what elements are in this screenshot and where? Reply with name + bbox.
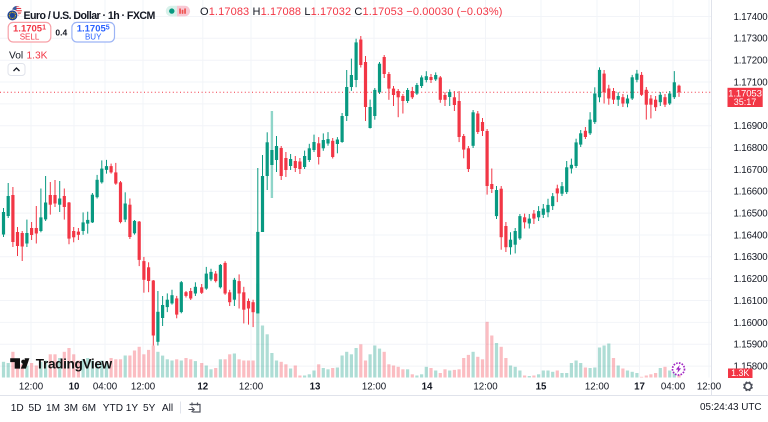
svg-text:12:00: 12:00 — [19, 382, 44, 393]
svg-text:12:00: 12:00 — [239, 382, 264, 393]
svg-text:1.17200: 1.17200 — [734, 56, 768, 67]
svg-text:13: 13 — [310, 382, 321, 393]
svg-text:12:00: 12:00 — [473, 382, 498, 393]
svg-text:1.17053: 1.17053 — [728, 88, 762, 99]
svg-text:1.15800: 1.15800 — [734, 362, 768, 373]
svg-text:1.3K: 1.3K — [731, 368, 749, 378]
svg-text:05:24:43 UTC: 05:24:43 UTC — [700, 402, 761, 413]
svg-text:1M: 1M — [46, 403, 60, 414]
svg-text:5Y: 5Y — [143, 403, 156, 414]
svg-text:04:00: 04:00 — [661, 382, 686, 393]
svg-text:O1.17083 H1.17088 L1.17032 C1.: O1.17083 H1.17088 L1.17032 C1.17053 −0.0… — [200, 6, 503, 18]
svg-text:1.17100: 1.17100 — [734, 77, 768, 88]
svg-text:1.3K: 1.3K — [27, 51, 48, 62]
svg-text:12:00: 12:00 — [362, 382, 387, 393]
svg-text:TradingView: TradingView — [36, 357, 113, 372]
svg-text:1.16900: 1.16900 — [734, 121, 768, 132]
svg-text:12: 12 — [197, 382, 208, 393]
svg-text:1.16700: 1.16700 — [734, 165, 768, 176]
svg-text:1.16200: 1.16200 — [734, 274, 768, 285]
svg-text:Euro / U.S. Dollar · 1h · FXCM: Euro / U.S. Dollar · 1h · FXCM — [24, 10, 156, 22]
svg-text:6M: 6M — [82, 403, 96, 414]
svg-text:1.17400: 1.17400 — [734, 12, 768, 23]
svg-text:0.4: 0.4 — [55, 27, 67, 37]
svg-text:35:17: 35:17 — [734, 97, 757, 107]
svg-text:Vol: Vol — [9, 51, 23, 62]
svg-text:1.16600: 1.16600 — [734, 187, 768, 198]
svg-text:1.16400: 1.16400 — [734, 230, 768, 241]
svg-text:1.17055: 1.17055 — [77, 23, 110, 34]
svg-text:04:00: 04:00 — [93, 382, 118, 393]
svg-text:1.16300: 1.16300 — [734, 252, 768, 263]
svg-text:5D: 5D — [29, 403, 42, 414]
svg-text:1.15900: 1.15900 — [734, 340, 768, 351]
svg-text:1.16500: 1.16500 — [734, 209, 768, 220]
svg-text:17: 17 — [634, 382, 645, 393]
svg-text:1Y: 1Y — [126, 403, 139, 414]
svg-text:3M: 3M — [64, 403, 78, 414]
svg-text:All: All — [162, 403, 173, 414]
svg-text:12:00: 12:00 — [585, 382, 610, 393]
svg-text:1.17051: 1.17051 — [13, 23, 46, 34]
svg-text:1.16000: 1.16000 — [734, 318, 768, 329]
svg-text:12:00: 12:00 — [131, 382, 156, 393]
svg-text:15: 15 — [536, 382, 547, 393]
svg-text:14: 14 — [422, 382, 433, 393]
svg-text:10: 10 — [69, 382, 80, 393]
svg-text:1.17300: 1.17300 — [734, 34, 768, 45]
svg-text:1.16800: 1.16800 — [734, 143, 768, 154]
svg-text:BUY: BUY — [85, 33, 102, 42]
svg-text:1.16100: 1.16100 — [734, 296, 768, 307]
svg-text:12:00: 12:00 — [697, 382, 722, 393]
svg-text:YTD: YTD — [103, 403, 123, 414]
svg-text:1D: 1D — [11, 403, 24, 414]
svg-text:SELL: SELL — [20, 33, 40, 42]
